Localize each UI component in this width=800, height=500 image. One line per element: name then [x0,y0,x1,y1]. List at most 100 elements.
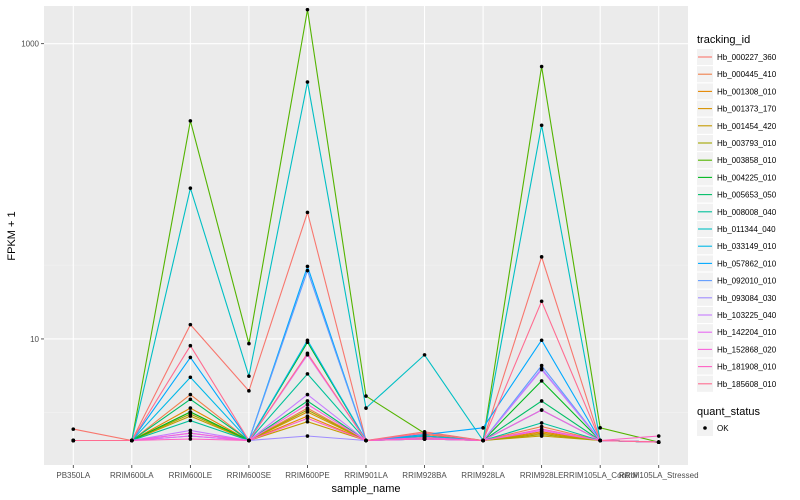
x-tick-label: RRIM928LA [461,471,505,480]
data-point [305,399,310,403]
data-point [247,341,251,346]
legend-label: Hb_093084_030 [717,294,777,303]
x-tick-label: RRIM105LA_Stressed [619,471,699,480]
data-point [539,432,544,437]
legend-label: Hb_185608_010 [717,380,777,389]
legend-label: Hb_001308_010 [717,87,777,96]
data-point [188,322,193,327]
data-point [305,408,310,412]
legend-label: Hb_142204_010 [717,328,777,337]
legend-label: Hb_001373_170 [717,105,777,114]
legend-shape-point [703,426,707,430]
data-point [598,426,602,430]
legend-shape-label: OK [717,424,729,433]
data-point [188,397,193,402]
legend-label: Hb_008008_040 [717,208,777,217]
data-point [305,210,310,215]
data-point [422,437,427,441]
legend-label: Hb_181908_010 [717,363,777,372]
data-point [305,392,310,397]
data-point [539,421,544,425]
data-point [305,402,310,407]
legend-label: Hb_005653_050 [717,191,777,200]
legend-items: Hb_000227_360 Hb_000445_410 Hb_001308_010 H… [697,49,777,392]
data-point [305,419,310,424]
data-point [305,372,310,376]
data-point [188,119,193,123]
data-point [539,427,544,431]
data-point [188,375,193,380]
data-point [539,299,544,304]
x-tick-label: RRIM105LA_Control [563,471,637,480]
data-point [539,367,544,372]
legend-label: Hb_003858_010 [717,156,777,165]
data-point [364,438,368,443]
data-point [188,343,193,348]
legend-label: Hb_000227_360 [717,53,777,62]
data-point [130,438,134,443]
data-point [656,440,661,444]
data-point [305,434,310,438]
legend-label: Hb_057862_010 [717,259,777,268]
x-tick-label: RRIM600LE [169,471,213,480]
data-point [481,438,485,443]
data-point [188,406,193,410]
data-point [422,431,427,435]
data-point [539,255,544,259]
data-point [188,431,193,435]
data-point [656,434,661,438]
legend-label: Hb_033149_010 [717,242,777,251]
data-point [188,355,193,360]
series-points [71,7,661,444]
data-point [247,389,251,393]
data-point [539,399,544,403]
data-point [188,418,193,423]
data-point [188,392,193,397]
x-tick-label: RRIM600LA [110,471,154,480]
data-point [481,426,485,430]
legend-label: Hb_003793_010 [717,139,777,148]
data-point [539,123,544,128]
data-point [305,416,310,421]
legend-label: Hb_011344_040 [717,225,776,234]
data-point [364,406,368,410]
data-point [188,434,193,438]
data-point [539,379,544,383]
x-tick-label: RRIM901LA [344,471,388,480]
legend-title: tracking_id [697,34,750,46]
x-axis: PB350LA RRIM600LA RRIM600LE RRIM600SE RRIM60… [56,465,699,480]
legend-label: Hb_000445_410 [717,70,777,79]
x-tick-label: PB350LA [56,471,90,480]
data-point [305,264,310,269]
legend-label: Hb_001454_420 [717,122,777,131]
data-point [188,428,193,433]
y-axis-title: FPKM + 1 [6,211,18,260]
data-point [364,394,368,398]
legend-label: Hb_092010_010 [717,277,777,286]
data-point [539,424,544,429]
y-tick-label: 10 [30,335,39,344]
data-point [539,408,544,412]
data-point [305,80,310,84]
legend-label: Hb_152868_020 [717,345,777,354]
x-axis-title: sample_name [331,483,400,495]
data-point [539,64,544,69]
data-point [71,427,76,431]
data-point [539,338,544,343]
data-point [598,438,602,443]
legend-label: Hb_004225_010 [717,173,777,182]
data-point [422,353,427,357]
data-point [305,351,310,356]
data-point [305,7,310,12]
legend-shape-title: quant_status [697,406,760,418]
x-tick-label: RRIM600SE [227,471,271,480]
data-point [188,410,193,414]
data-point [188,186,193,190]
data-point [188,437,193,441]
x-tick-label: RRIM928BA [402,471,447,480]
x-tick-label: RRIM928LE [520,471,564,480]
data-point [305,338,310,343]
data-point [539,363,544,368]
data-point [247,374,251,378]
